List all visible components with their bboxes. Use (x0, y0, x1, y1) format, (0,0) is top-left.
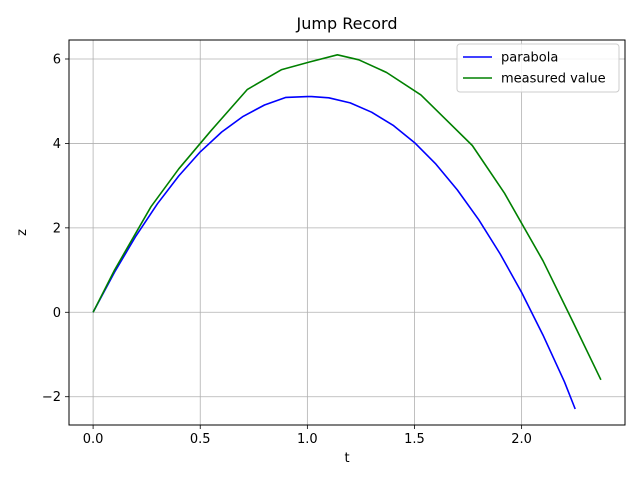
chart-title: Jump Record (296, 14, 398, 33)
y-axis-label: z (15, 229, 30, 236)
y-tick-label: 4 (53, 137, 61, 152)
x-tick-label: 2.0 (511, 432, 532, 447)
ticks: 0.0 0.5 1.0 1.5 2.0 −2 0 2 4 6 (42, 52, 532, 447)
x-tick-label: 1.5 (404, 432, 425, 447)
legend-label-0: parabola (501, 51, 558, 66)
y-tick-label: 0 (53, 306, 61, 321)
y-tick-label: 2 (53, 221, 61, 236)
legend-box (456, 43, 620, 93)
x-tick-label: 0.5 (190, 432, 211, 447)
y-tick-label: −2 (42, 390, 61, 405)
y-tick-label: 6 (53, 52, 61, 67)
x-tick-label: 0.0 (83, 432, 104, 447)
legend-label-1: measured value (501, 72, 606, 87)
x-tick-label: 1.0 (297, 432, 318, 447)
axes-frame (68, 39, 626, 426)
series-line-0 (92, 95, 576, 410)
x-axis-label: t (344, 451, 349, 466)
series-line-1 (92, 53, 602, 381)
series-lines (92, 53, 602, 410)
legend: parabola measured value (456, 43, 620, 93)
